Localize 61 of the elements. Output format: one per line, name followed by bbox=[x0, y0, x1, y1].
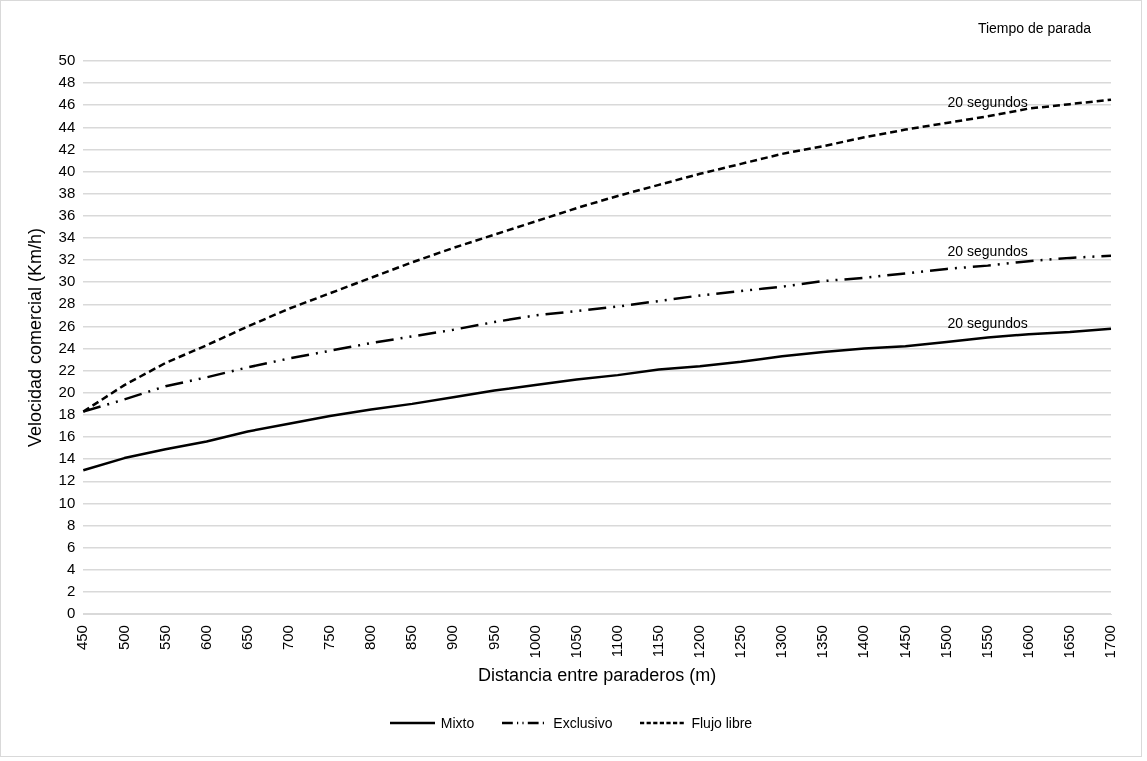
x-tick-label: 1350 bbox=[813, 625, 831, 659]
y-tick-label: 50 bbox=[58, 51, 76, 69]
y-tick-label: 48 bbox=[58, 73, 76, 91]
x-tick-label: 750 bbox=[320, 625, 338, 651]
y-tick-label: 28 bbox=[58, 294, 76, 312]
x-tick-label: 800 bbox=[361, 625, 379, 651]
x-tick-label: 1650 bbox=[1060, 625, 1078, 659]
x-tick-label: 1100 bbox=[607, 625, 625, 658]
y-tick-label: 38 bbox=[58, 183, 76, 201]
y-tick-label: 26 bbox=[58, 316, 76, 334]
y-tick-label: 42 bbox=[58, 139, 76, 157]
y-tick-label: 24 bbox=[58, 338, 76, 356]
x-tick-label: 1700 bbox=[1101, 625, 1119, 659]
x-tick-label: 700 bbox=[278, 625, 296, 651]
y-tick-label: 40 bbox=[58, 161, 76, 179]
y-tick-label: 36 bbox=[58, 205, 76, 223]
legend-label: Exclusivo bbox=[553, 715, 613, 731]
y-tick-label: 16 bbox=[58, 427, 76, 445]
annotation: 20 segundos bbox=[947, 243, 1028, 260]
x-tick-label: 1200 bbox=[690, 625, 708, 659]
x-tick-label: 1500 bbox=[936, 625, 954, 659]
y-tick-label: 46 bbox=[58, 95, 76, 113]
y-tick-label: 10 bbox=[58, 493, 76, 511]
legend-label: Mixto bbox=[440, 715, 475, 731]
x-tick-label: 1600 bbox=[1018, 625, 1036, 659]
x-tick-label: 1400 bbox=[854, 625, 872, 659]
y-tick-label: 8 bbox=[66, 515, 76, 533]
x-tick-label: 550 bbox=[155, 625, 173, 651]
x-tick-label: 950 bbox=[484, 625, 502, 651]
y-tick-label: 18 bbox=[58, 405, 76, 423]
x-tick-label: 900 bbox=[443, 625, 461, 651]
x-tick-label: 1550 bbox=[977, 625, 995, 659]
annotation: 20 segundos bbox=[947, 94, 1028, 111]
text: Tiempo de parada bbox=[977, 19, 1092, 36]
y-tick-label: 6 bbox=[66, 537, 76, 555]
annotation: 20 segundos bbox=[947, 315, 1028, 332]
y-tick-label: 0 bbox=[66, 604, 76, 622]
x-tick-label: 1300 bbox=[772, 625, 790, 659]
y-tick-label: 34 bbox=[58, 228, 76, 246]
y-tick-label: 22 bbox=[58, 360, 76, 378]
x-tick-label: 650 bbox=[237, 625, 255, 651]
y-axis-title: Velocidad comercial (Km/h) bbox=[24, 227, 45, 448]
y-tick-label: 32 bbox=[58, 250, 76, 268]
y-tick-label: 2 bbox=[66, 582, 76, 600]
x-tick-label: 1250 bbox=[731, 625, 749, 659]
y-tick-label: 4 bbox=[66, 559, 76, 577]
x-tick-label: 1450 bbox=[895, 625, 913, 659]
legend-label: Flujo libre bbox=[691, 715, 753, 731]
x-tick-label: 450 bbox=[73, 625, 91, 651]
x-tick-label: 600 bbox=[196, 625, 214, 651]
x-tick-label: 1050 bbox=[566, 625, 584, 659]
y-tick-label: 12 bbox=[58, 471, 76, 489]
x-axis-title: Distancia entre paraderos (m) bbox=[478, 665, 717, 686]
y-tick-label: 14 bbox=[58, 449, 76, 467]
y-tick-label: 20 bbox=[58, 382, 76, 400]
x-tick-label: 1150 bbox=[648, 625, 666, 658]
x-tick-label: 850 bbox=[402, 625, 420, 651]
y-tick-label: 30 bbox=[58, 272, 76, 290]
x-tick-label: 1000 bbox=[525, 625, 543, 659]
y-tick-label: 44 bbox=[58, 117, 76, 135]
x-tick-label: 500 bbox=[114, 625, 132, 651]
